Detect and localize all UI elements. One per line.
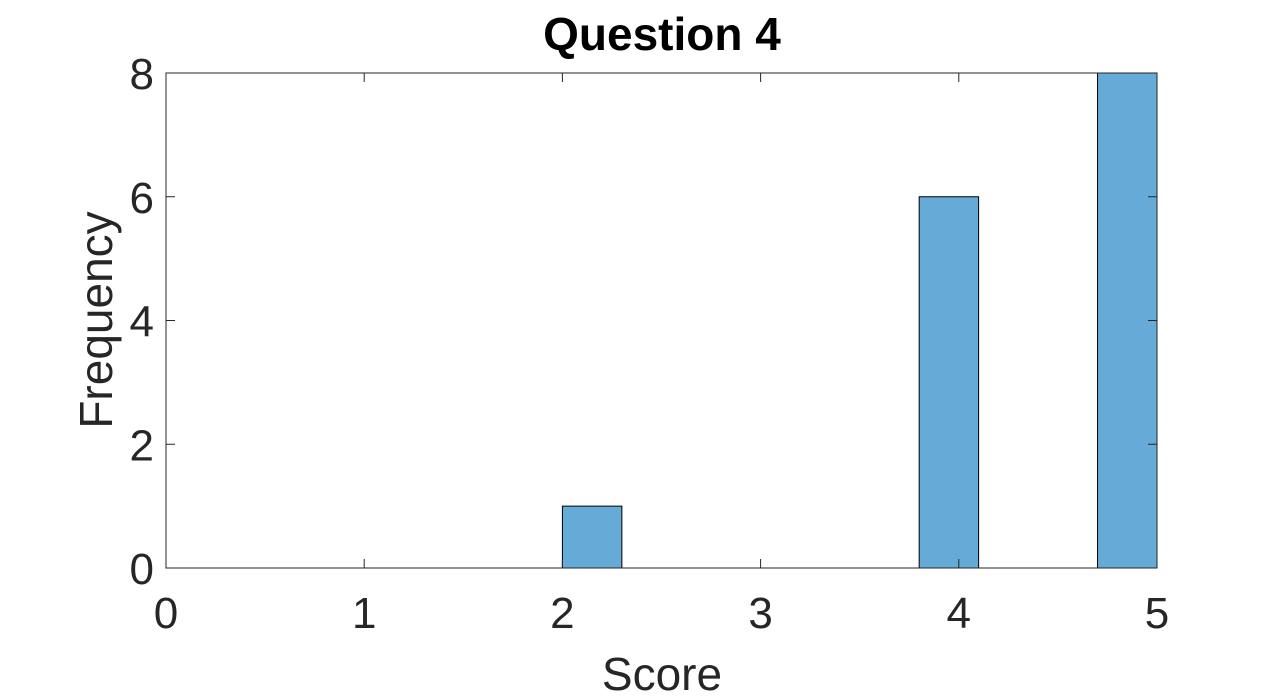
x-tick-label-5: 5: [1145, 589, 1169, 638]
histogram-bar-2: [1097, 72, 1158, 569]
y-tick-label-0: 0: [130, 545, 154, 594]
y-tick-label-4: 8: [130, 50, 154, 99]
y-tick-label-2: 4: [130, 298, 154, 347]
histogram-bar-1: [918, 196, 980, 569]
y-tick-label-3: 6: [130, 174, 154, 223]
x-axis-label: Score: [602, 648, 722, 700]
x-tick-label-4: 4: [947, 589, 971, 638]
x-tick-label-2: 2: [550, 589, 574, 638]
x-tick-label-0: 0: [154, 589, 178, 638]
histogram-bar-0: [561, 505, 623, 569]
y-axis-label: Frequency: [70, 211, 122, 428]
chart-title: Question 4: [543, 8, 781, 60]
x-tick-label-1: 1: [352, 589, 376, 638]
x-tick-label-3: 3: [748, 589, 772, 638]
axes-box: [165, 72, 1158, 569]
plot-area: 0 1 2 3 4 5 0 2 4 6 8: [130, 50, 1170, 638]
y-tick-label-1: 2: [130, 421, 154, 470]
